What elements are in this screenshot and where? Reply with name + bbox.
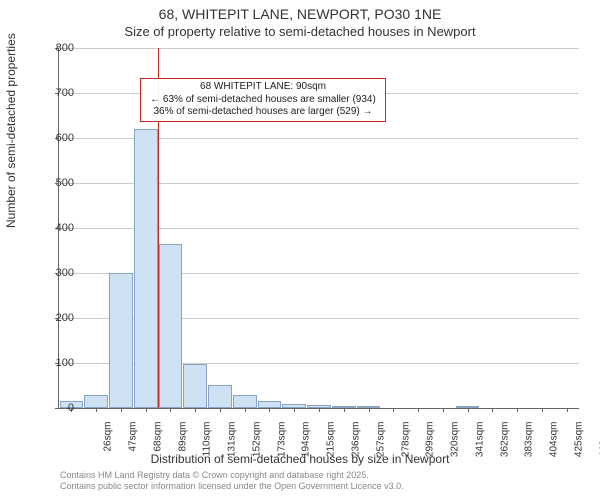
xtick-label: 341sqm [474, 422, 485, 462]
xtick-mark [245, 408, 246, 412]
xtick-mark [170, 408, 171, 412]
xtick-mark [269, 408, 270, 412]
bar [208, 385, 232, 408]
xtick-mark [96, 408, 97, 412]
xtick-mark [146, 408, 147, 412]
ytick-label: 100 [44, 357, 74, 369]
xtick-label: 278sqm [400, 422, 411, 462]
xtick-mark [443, 408, 444, 412]
xtick-mark [294, 408, 295, 412]
ytick-label: 400 [44, 222, 74, 234]
bar [109, 273, 133, 408]
xtick-mark [344, 408, 345, 412]
xtick-label: 47sqm [128, 422, 139, 462]
ytick-label: 700 [44, 87, 74, 99]
xtick-mark [220, 408, 221, 412]
xtick-label: 68sqm [152, 422, 163, 462]
xtick-label: 320sqm [450, 422, 461, 462]
xtick-label: 236sqm [351, 422, 362, 462]
xtick-label: 89sqm [177, 422, 188, 462]
xtick-label: 257sqm [375, 422, 386, 462]
xtick-label: 194sqm [301, 422, 312, 462]
xtick-label: 110sqm [202, 422, 213, 462]
bar [134, 129, 158, 408]
xtick-label: 383sqm [524, 422, 535, 462]
xtick-label: 425sqm [573, 422, 584, 462]
xtick-mark [492, 408, 493, 412]
plot-area: 68 WHITEPIT LANE: 90sqm ← 63% of semi-de… [58, 48, 578, 408]
xtick-mark [319, 408, 320, 412]
bar [233, 395, 257, 408]
annotation-line3: 36% of semi-detached houses are larger (… [145, 106, 381, 119]
xtick-mark [393, 408, 394, 412]
chart-container: 68, WHITEPIT LANE, NEWPORT, PO30 1NE Siz… [0, 0, 600, 500]
bar [84, 395, 108, 409]
attribution: Contains HM Land Registry data © Crown c… [60, 470, 404, 492]
ytick-label: 0 [44, 402, 74, 414]
bar [159, 244, 183, 408]
xtick-label: 215sqm [326, 422, 337, 462]
xtick-mark [418, 408, 419, 412]
xtick-mark [567, 408, 568, 412]
ytick-label: 600 [44, 132, 74, 144]
ytick-label: 800 [44, 42, 74, 54]
annotation-box: 68 WHITEPIT LANE: 90sqm ← 63% of semi-de… [140, 78, 386, 122]
xtick-mark [542, 408, 543, 412]
xtick-mark [468, 408, 469, 412]
attribution-line1: Contains HM Land Registry data © Crown c… [60, 470, 404, 481]
chart-title-line2: Size of property relative to semi-detach… [0, 22, 600, 39]
xtick-label: 299sqm [425, 422, 436, 462]
annotation-line2: ← 63% of semi-detached houses are smalle… [145, 94, 381, 107]
xtick-label: 152sqm [251, 422, 262, 462]
attribution-line2: Contains public sector information licen… [60, 481, 404, 492]
ytick-label: 500 [44, 177, 74, 189]
xtick-label: 404sqm [549, 422, 560, 462]
xtick-label: 173sqm [276, 422, 287, 462]
bar [183, 364, 207, 408]
xtick-label: 26sqm [103, 422, 114, 462]
bar [258, 401, 282, 408]
y-axis-label: Number of semi-detached properties [4, 33, 18, 228]
gridline [59, 48, 579, 49]
xtick-mark [369, 408, 370, 412]
xtick-mark [517, 408, 518, 412]
xtick-label: 362sqm [499, 422, 510, 462]
xtick-label: 131sqm [227, 422, 238, 462]
xtick-mark [195, 408, 196, 412]
chart-title-line1: 68, WHITEPIT LANE, NEWPORT, PO30 1NE [0, 0, 600, 22]
xtick-mark [121, 408, 122, 412]
ytick-label: 200 [44, 312, 74, 324]
ytick-label: 300 [44, 267, 74, 279]
annotation-line1: 68 WHITEPIT LANE: 90sqm [145, 81, 381, 94]
